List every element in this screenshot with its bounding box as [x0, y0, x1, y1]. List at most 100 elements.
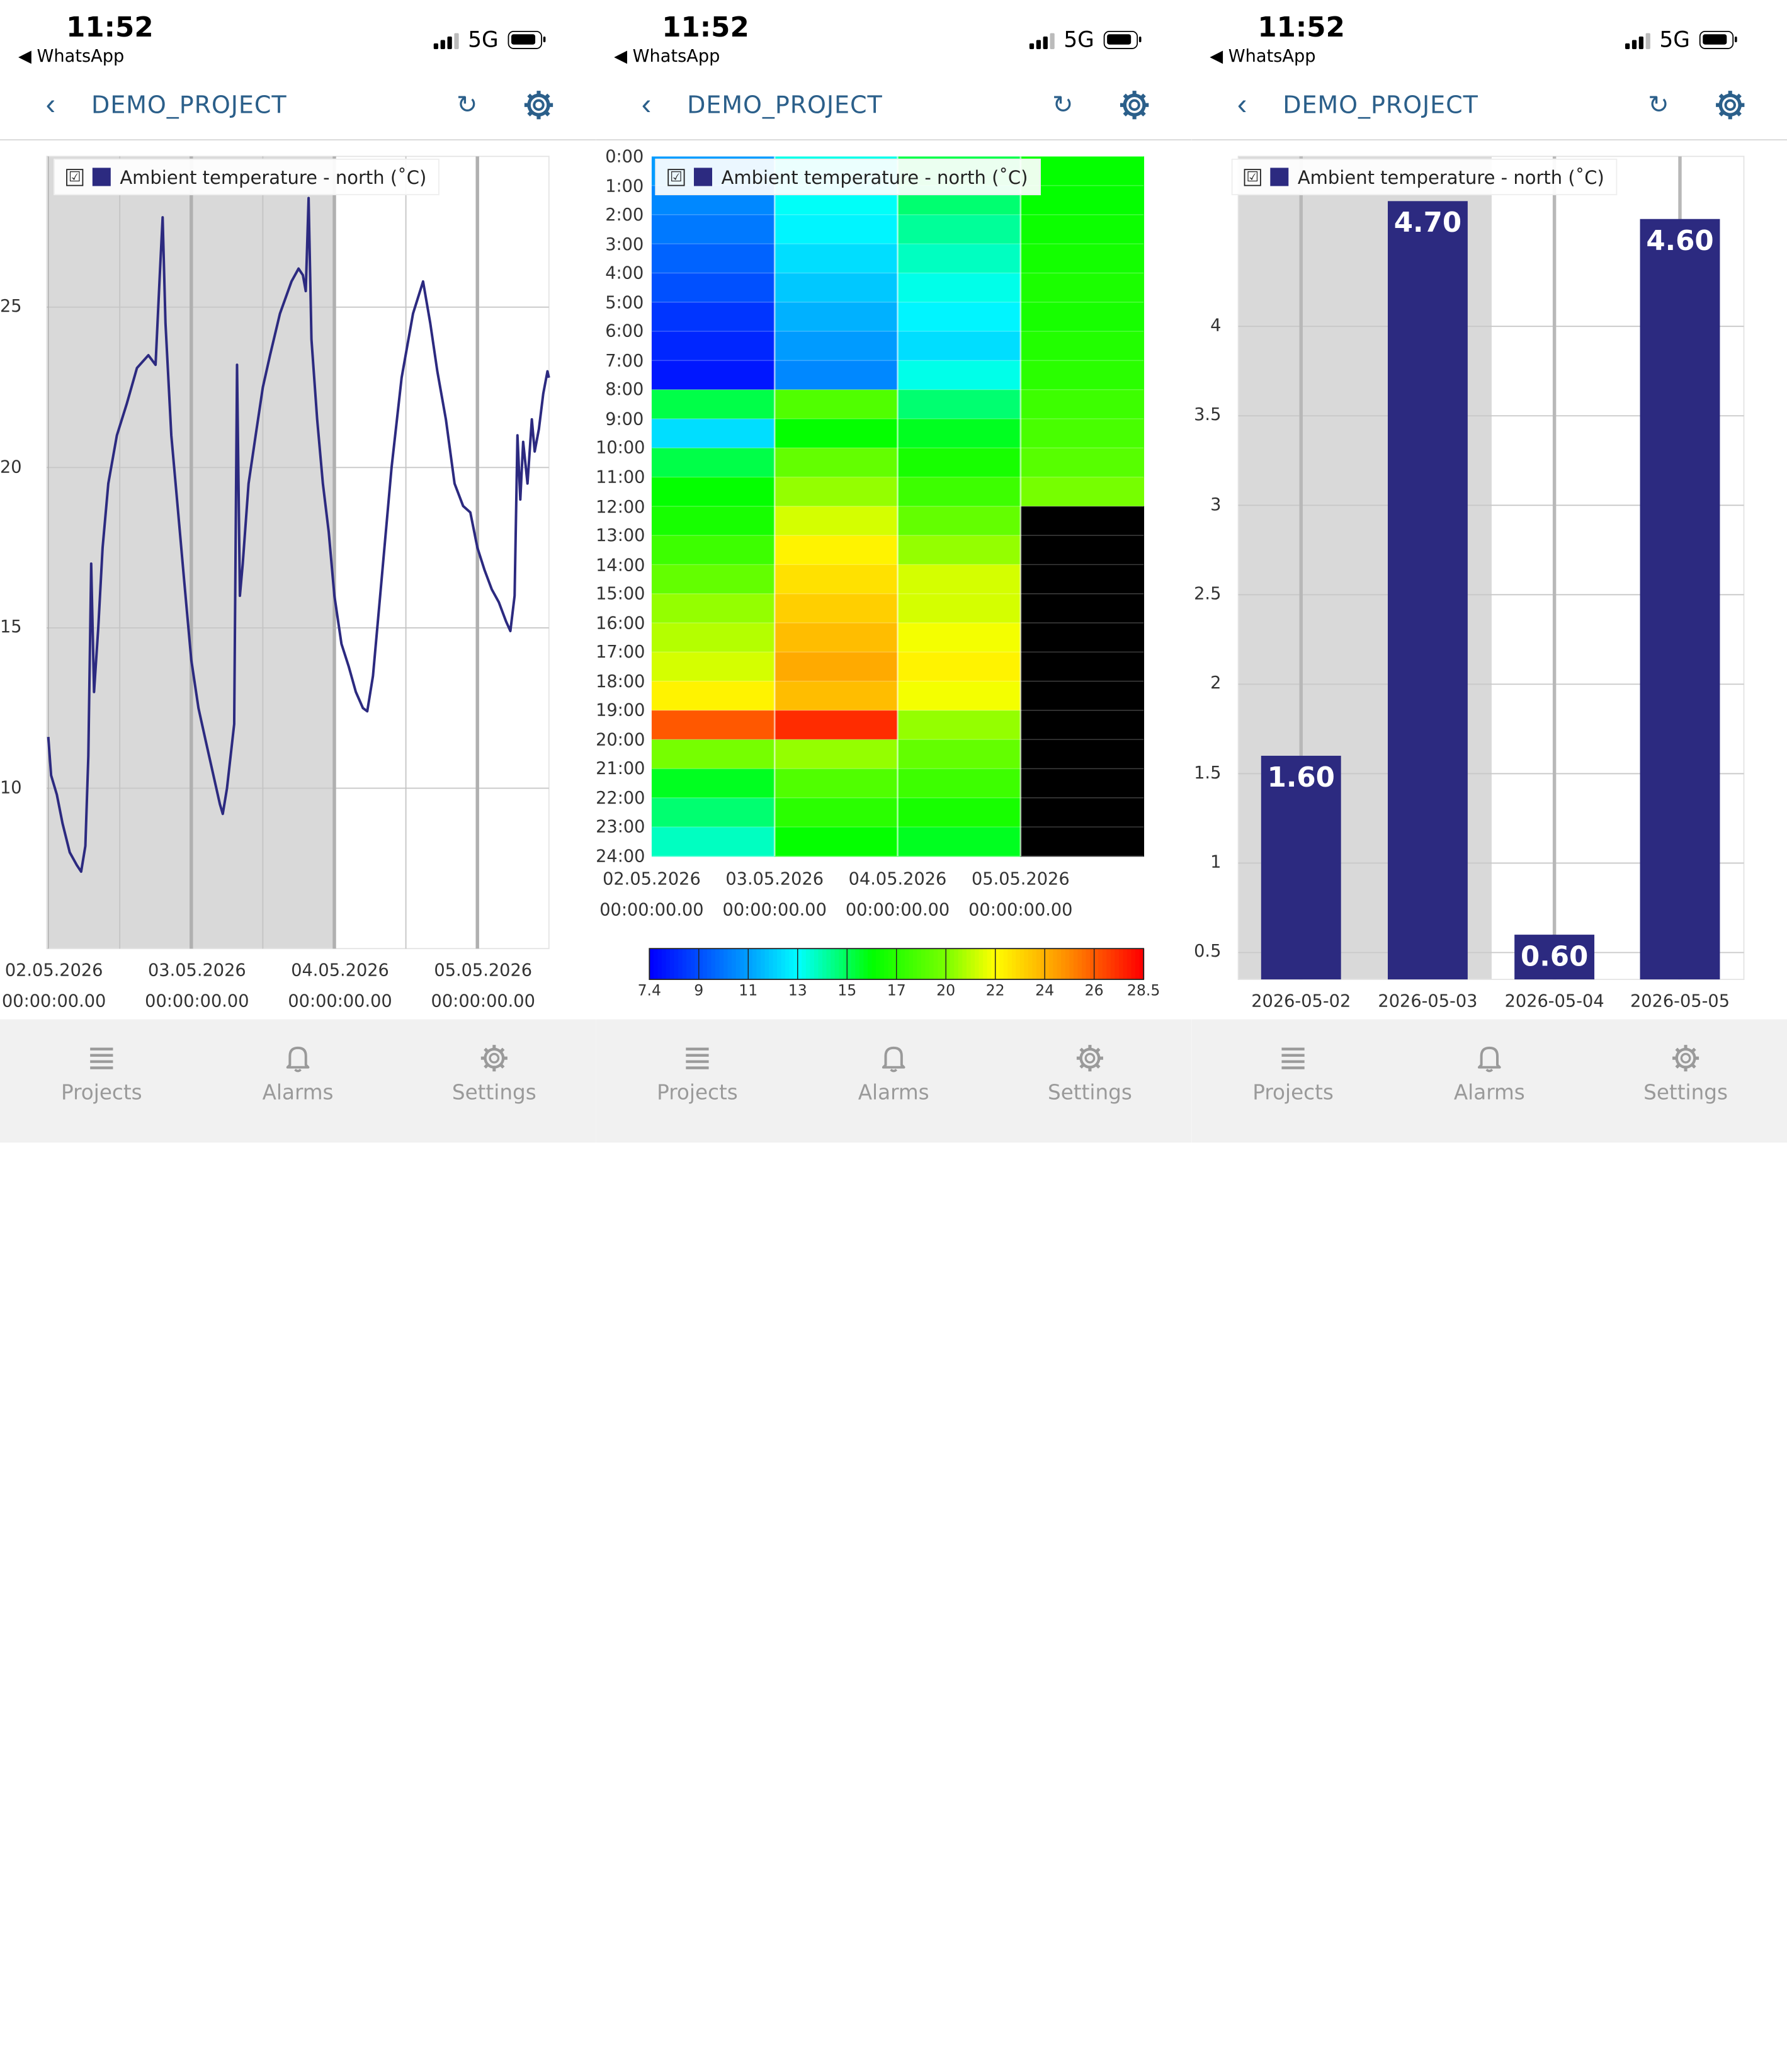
- status-time: 11:52: [1257, 11, 1345, 43]
- back-to-app-link[interactable]: ◀ WhatsApp: [1210, 45, 1316, 67]
- tab-projects[interactable]: Projects: [1225, 1042, 1362, 1105]
- page-title: DEMO_PROJECT: [91, 91, 287, 119]
- colorbar-segment: [678, 948, 683, 980]
- tab-alarms[interactable]: Alarms: [229, 1042, 366, 1105]
- heatmap-cell: [774, 331, 899, 361]
- back-button[interactable]: ‹: [45, 86, 56, 122]
- legend-checkbox[interactable]: ☑: [66, 168, 84, 186]
- colorbar-segment: [1028, 948, 1033, 980]
- legend-checkbox[interactable]: ☑: [1244, 168, 1261, 186]
- colorbar-segment: [768, 948, 774, 980]
- chart-legend[interactable]: ☑ Ambient temperature - north (˚C): [54, 158, 440, 195]
- colorbar-segment: [1073, 948, 1079, 980]
- refresh-icon[interactable]: ↻: [1648, 91, 1669, 120]
- back-button[interactable]: ‹: [1237, 86, 1247, 122]
- tab-settings[interactable]: Settings: [426, 1042, 563, 1105]
- refresh-icon[interactable]: ↻: [1052, 91, 1074, 120]
- tab-label: Projects: [1252, 1081, 1334, 1105]
- hour-label: 24:00: [596, 846, 645, 867]
- colorbar-segment: [723, 948, 729, 980]
- colorbar-tick-label: 11: [739, 982, 758, 1000]
- x-tick-time: 00:00:00.00: [722, 899, 827, 920]
- colorbar-segment: [900, 948, 905, 980]
- tab-projects[interactable]: Projects: [629, 1042, 766, 1105]
- hour-label: 3:00: [605, 233, 644, 254]
- heatmap-cell: [897, 273, 1021, 303]
- heatmap-cell: [1020, 331, 1145, 361]
- x-tick-time: 00:00:00.00: [1, 991, 106, 1011]
- hour-label: 23:00: [596, 816, 645, 838]
- colorbar-segment: [674, 948, 679, 980]
- colorbar-segment: [1077, 948, 1083, 980]
- y-tick-label: 1.5: [1194, 762, 1222, 783]
- x-tick-time: 00:00:00.00: [845, 899, 950, 920]
- status-indicators: 5G: [433, 27, 546, 53]
- tab-label: Settings: [1048, 1081, 1132, 1105]
- gear-icon[interactable]: [523, 89, 555, 121]
- heatmap-cell: [651, 214, 776, 245]
- gear-icon[interactable]: [1118, 89, 1150, 121]
- colorbar-tick-label: 7.4: [637, 982, 662, 1000]
- legend-label: Ambient temperature - north (˚C): [721, 166, 1028, 188]
- colorbar-segment: [706, 948, 712, 980]
- colorbar-segment: [826, 948, 832, 980]
- hour-label: 21:00: [596, 758, 645, 779]
- tab-alarms[interactable]: Alarms: [1421, 1042, 1558, 1105]
- x-tick-time: 00:00:00.00: [431, 991, 535, 1011]
- colorbar-segment: [970, 948, 976, 980]
- tab-alarms[interactable]: Alarms: [825, 1042, 962, 1105]
- back-to-app-link[interactable]: ◀ WhatsApp: [614, 45, 720, 67]
- hour-label: 18:00: [596, 671, 645, 692]
- colorbar-segment: [1115, 948, 1120, 980]
- heatmap-cell: [1020, 506, 1145, 537]
- chart-legend[interactable]: ☑ Ambient temperature - north (˚C): [655, 158, 1041, 195]
- network-type: 5G: [468, 27, 499, 53]
- list-icon: [686, 1047, 709, 1069]
- x-tick-date: 02.05.2026: [4, 960, 103, 981]
- colorbar-segment: [954, 948, 959, 980]
- heatmap-cell: [897, 535, 1021, 566]
- colorbar-segment: [871, 948, 877, 980]
- heatmap-cell: [651, 710, 776, 741]
- tab-settings[interactable]: Settings: [1021, 1042, 1159, 1105]
- gear-icon[interactable]: [1714, 89, 1746, 121]
- back-button[interactable]: ‹: [641, 86, 652, 122]
- colorbar-segment: [1019, 948, 1025, 980]
- legend-checkbox[interactable]: ☑: [667, 168, 685, 186]
- colorbar-segment: [1069, 948, 1075, 980]
- colorbar-segment: [1135, 948, 1140, 980]
- colorbar-segment: [921, 948, 926, 980]
- tab-settings[interactable]: Settings: [1617, 1042, 1754, 1105]
- tab-label: Settings: [1643, 1081, 1728, 1105]
- colorbar-segment: [719, 948, 725, 980]
- x-tick-time: 00:00:00.00: [145, 991, 249, 1011]
- chart-legend[interactable]: ☑ Ambient temperature - north (˚C): [1231, 158, 1617, 195]
- x-tick-date: 04.05.2026: [848, 868, 947, 889]
- hour-label: 10:00: [596, 437, 645, 458]
- colorbar-segment: [1053, 948, 1058, 980]
- colorbar-segment: [1061, 948, 1066, 980]
- heatmap-cell: [651, 768, 776, 799]
- colorbar-segment: [855, 948, 860, 980]
- colorbar-segment: [867, 948, 873, 980]
- heatmap-cell: [651, 273, 776, 303]
- colorbar-segment: [983, 948, 988, 980]
- colorbar-segment: [999, 948, 1004, 980]
- gear-icon: [480, 1045, 508, 1072]
- colorbar-segment: [1040, 948, 1046, 980]
- bell-icon: [286, 1046, 310, 1073]
- heatmap-cell: [774, 477, 899, 507]
- tab-projects[interactable]: Projects: [33, 1042, 171, 1105]
- heatmap-cell: [897, 506, 1021, 537]
- heatmap-cell: [774, 360, 899, 390]
- x-tick-label: 2026-05-04: [1504, 991, 1604, 1011]
- x-tick-time: 00:00:00.00: [288, 991, 392, 1011]
- heatmap-cell: [651, 448, 776, 478]
- bell-icon: [882, 1046, 905, 1073]
- heatmap-cell: [1020, 593, 1145, 623]
- back-to-app-link[interactable]: ◀ WhatsApp: [18, 45, 125, 67]
- heatmap-cell: [1020, 535, 1145, 566]
- status-time: 11:52: [662, 11, 749, 43]
- refresh-icon[interactable]: ↻: [457, 91, 478, 120]
- heatmap-cell: [897, 827, 1021, 857]
